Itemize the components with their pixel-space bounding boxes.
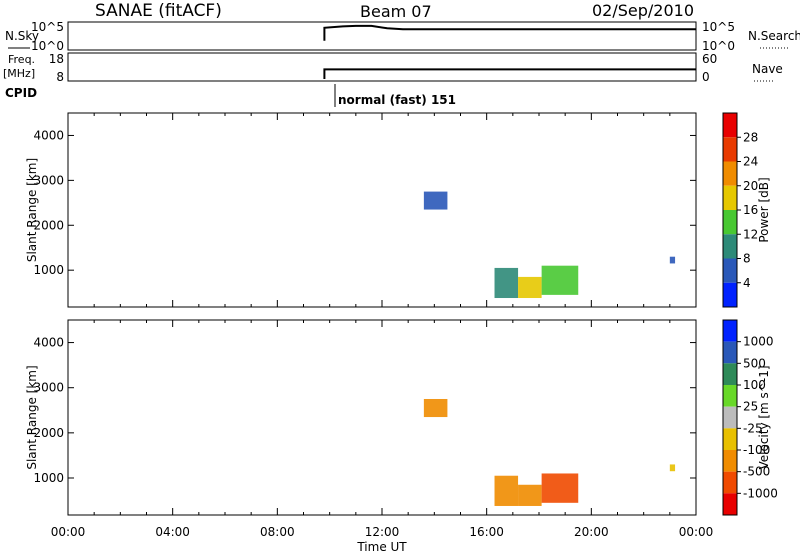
nsky-tick-bottom: 10^0 bbox=[31, 39, 64, 53]
colorbar-label: Velocity [m s^-1] bbox=[757, 365, 771, 469]
freq-trace bbox=[323, 68, 696, 79]
echo-region bbox=[518, 484, 542, 506]
colorbar-swatch bbox=[723, 428, 737, 450]
beam-title: Beam 07 bbox=[360, 2, 432, 21]
nave-tick-bottom: 0 bbox=[702, 70, 710, 84]
colorbar-tick-label: -100 bbox=[743, 443, 770, 457]
nsky-strip-frame bbox=[67, 21, 697, 51]
colorbar-tick-label: -25 bbox=[743, 421, 763, 435]
nave-tick-top: 60 bbox=[702, 52, 717, 66]
panel-frame bbox=[67, 319, 697, 516]
colorbar-tick-label: 28 bbox=[743, 130, 758, 144]
cpid-value: normal (fast) 151 bbox=[338, 93, 456, 107]
colorbar-tick-label: 24 bbox=[743, 155, 758, 169]
power-panel: 1000 2000 3000 4000 Slant Range [km] 4 8 12 16 20… bbox=[25, 112, 771, 308]
x-tick-label: 20:00 bbox=[574, 525, 609, 539]
echo-region bbox=[518, 276, 542, 299]
x-tick-label: 16:00 bbox=[469, 525, 504, 539]
echo-region bbox=[669, 464, 676, 472]
colorbar-swatch bbox=[723, 363, 737, 385]
x-tick-label: 00:00 bbox=[51, 525, 86, 539]
echo-region bbox=[494, 475, 519, 506]
y-tick-label: 3000 bbox=[33, 173, 64, 187]
freq-label: Freq. bbox=[8, 53, 35, 66]
colorbar-swatch bbox=[723, 450, 737, 472]
freq-unit-label: [MHz] bbox=[3, 67, 35, 80]
time-axis: 00:00 04:00 08:00 12:00 16:00 20:00 00:00 bbox=[51, 525, 714, 539]
x-tick-label: 04:00 bbox=[155, 525, 190, 539]
nsearch-label: N.Search bbox=[748, 29, 800, 43]
y-axis-label: Slant Range [km] bbox=[25, 158, 39, 262]
nsearch-tick-bottom: 10^0 bbox=[702, 39, 735, 53]
colorbar-swatch bbox=[723, 258, 737, 283]
colorbar-swatch bbox=[723, 471, 737, 494]
echo-region bbox=[423, 191, 448, 210]
x-axis-label: Time UT bbox=[356, 540, 407, 554]
colorbar-tick-label: 12 bbox=[743, 227, 758, 241]
y-axis-label: Slant Range [km] bbox=[25, 365, 39, 469]
colorbar-tick-label: -500 bbox=[743, 465, 770, 479]
colorbar-tick-label: 100 bbox=[743, 378, 766, 392]
x-tick-label: 00:00 bbox=[679, 525, 714, 539]
colorbar-tick-label: 1000 bbox=[743, 335, 774, 349]
freq-strip-frame bbox=[67, 52, 697, 82]
y-tick-label: 4000 bbox=[33, 336, 64, 350]
colorbar-swatch bbox=[723, 341, 737, 364]
y-tick-label: 1000 bbox=[33, 263, 64, 277]
colorbar-swatch bbox=[723, 113, 737, 138]
colorbar-swatch bbox=[723, 320, 737, 342]
y-tick-label: 2000 bbox=[33, 426, 64, 440]
y-tick-label: 3000 bbox=[33, 381, 64, 395]
colorbar-swatch bbox=[723, 493, 737, 515]
colorbar-swatch bbox=[723, 185, 737, 210]
cpid-label: CPID bbox=[5, 86, 37, 100]
x-tick-label: 12:00 bbox=[365, 525, 400, 539]
nsky-tick-top: 10^5 bbox=[31, 20, 64, 34]
nsearch-tick-top: 10^5 bbox=[702, 20, 735, 34]
colorbar-tick-label: 25 bbox=[743, 400, 758, 414]
nsky-trace bbox=[323, 24, 696, 41]
colorbar-swatch bbox=[723, 210, 737, 235]
echo-region bbox=[423, 398, 448, 418]
y-tick-label: 1000 bbox=[33, 471, 64, 485]
freq-tick-bottom: 8 bbox=[56, 70, 64, 84]
y-tick-label: 2000 bbox=[33, 218, 64, 232]
date-title: 02/Sep/2010 bbox=[592, 1, 694, 20]
colorbar-tick-label: -1000 bbox=[743, 486, 778, 500]
nsky-label: N.Sky bbox=[5, 29, 39, 43]
freq-tick-top: 18 bbox=[49, 52, 64, 66]
colorbar-tick-label: 4 bbox=[743, 276, 751, 290]
colorbar-frame bbox=[722, 319, 738, 516]
x-tick-label: 08:00 bbox=[260, 525, 295, 539]
velocity-panel: 1000 2000 3000 4000 Slant Range [km] -1000 -50… bbox=[25, 319, 778, 516]
colorbar-swatch bbox=[723, 234, 737, 259]
echo-region bbox=[541, 265, 579, 295]
colorbar-label: Power [dB] bbox=[757, 177, 771, 242]
echo-region bbox=[541, 473, 579, 503]
y-tick-label: 4000 bbox=[33, 128, 64, 142]
colorbar-tick-label: 8 bbox=[743, 252, 751, 266]
colorbar-swatch bbox=[723, 137, 737, 162]
colorbar-tick-label: 20 bbox=[743, 179, 758, 193]
colorbar-tick-label: 500 bbox=[743, 356, 766, 370]
station-title: SANAE (fitACF) bbox=[95, 1, 222, 21]
nave-label: Nave bbox=[752, 62, 783, 76]
colorbar-swatch bbox=[723, 161, 737, 186]
echo-region bbox=[494, 267, 519, 299]
colorbar-swatch bbox=[723, 385, 737, 407]
colorbar-swatch bbox=[723, 282, 737, 307]
echo-region bbox=[669, 256, 676, 264]
colorbar-swatch bbox=[723, 406, 737, 429]
colorbar-tick-label: 16 bbox=[743, 203, 758, 217]
panel-frame bbox=[67, 112, 697, 308]
